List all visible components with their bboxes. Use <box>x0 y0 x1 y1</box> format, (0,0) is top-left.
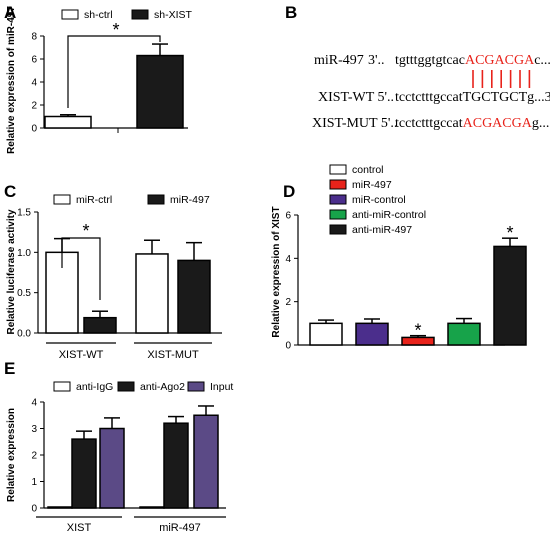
panel-a-legend-sh-ctrl-swatch <box>61 9 79 20</box>
panel-d-significance-star-2: * <box>506 223 513 243</box>
panel-d-y-tick-label: 2 <box>285 297 291 308</box>
panel-e-legend-input-swatch <box>187 381 205 392</box>
panel-e-legend-anti-ago2-swatch <box>117 381 135 392</box>
xist-mut-sequence: tcctctttgccatACGACGAg...3' <box>395 116 550 131</box>
mir-497-seq-tail: c...5' <box>534 53 550 68</box>
panel-d-y-label: Relative expression of XIST <box>271 206 282 337</box>
panel-a-legend-sh-xist-swatch <box>131 9 149 20</box>
panel-a-y-label: Relative expression of miR-497 <box>6 6 17 154</box>
xist-wt-sequence: tcctctttgccatTGCTGCTg...3' <box>395 90 550 105</box>
panel-label-e: E <box>4 359 15 378</box>
panel-a-y-tick-label: 4 <box>31 78 37 89</box>
panel-d-legend-control-label: control <box>352 164 384 176</box>
panel-d-y-tick-label: 6 <box>285 211 291 222</box>
xist-mut-label: XIST-MUT 5'.. <box>312 116 397 131</box>
panel-d-legend-anti-mir-497-swatch <box>329 224 347 235</box>
panel-e-group-label-1: XIST <box>67 522 92 534</box>
panel-a-y-tick-label: 8 <box>31 32 37 43</box>
xist-mut-seq-tail: g...3' <box>532 116 550 131</box>
panel-c-legend-mir-497-swatch <box>147 194 165 205</box>
panel-d-legend-mir-497-label: miR-497 <box>352 179 392 191</box>
panel-c-legend-mir-ctrl-label: miR-ctrl <box>76 194 112 206</box>
panel-d-legend-anti-mir-497-label: anti-miR-497 <box>352 224 412 236</box>
panel-e-legend-anti-igg-label: anti-IgG <box>76 381 113 393</box>
panel-c-group-label-1: XIST-WT <box>59 349 104 361</box>
panel-e-bar-anti-igg-1 <box>47 506 73 509</box>
panel-c-y-tick-label: 1.5 <box>17 208 31 219</box>
panel-e-y-tick-label: 4 <box>31 398 37 409</box>
panel-e-bar-anti-ago2-2 <box>163 422 189 509</box>
panel-d-y-tick-label: 0 <box>285 341 291 352</box>
xist-wt-seq-tail: TGCTGCTg...3' <box>463 90 550 105</box>
panel-a-bar-2 <box>136 54 184 129</box>
panel-a-significance-bracket <box>67 35 161 108</box>
panel-a-legend-sh-ctrl-label: sh-ctrl <box>84 9 113 21</box>
panel-c-y-tick-label: 0.5 <box>17 288 31 299</box>
panel-e-bar-input-2 <box>193 414 219 509</box>
panel-c-bar-mir-497-2 <box>177 259 211 334</box>
panel-e-y-label: Relative expression <box>6 408 17 502</box>
panel-d-bar-mir-497 <box>355 322 389 346</box>
xist-wt-seq-black: tcctctttgccat <box>395 90 463 105</box>
panel-e-legend-anti-ago2-label: anti-Ago2 <box>140 381 185 393</box>
panel-d-legend-mir-497-swatch <box>329 179 347 190</box>
panel-d-legend-anti-mir-control-swatch <box>329 209 347 220</box>
panel-d-legend-anti-mir-control-label: anti-miR-control <box>352 209 426 221</box>
panel-a-y-tick-label: 6 <box>31 55 37 66</box>
mir-497-seq-black: tgtttggtgtcac <box>395 53 465 68</box>
mir-497-sequence: tgtttggtgtcacACGACGAc...5' <box>395 53 550 68</box>
panel-e-bar-anti-igg-2 <box>139 506 165 509</box>
panel-d-legend-mir-control-label: miR-control <box>352 194 406 206</box>
panel-e-bar-anti-ago2-1 <box>71 438 97 509</box>
panel-d-significance-star-1: * <box>414 321 421 341</box>
mir-497-seed-red: ACGACGA <box>465 53 535 68</box>
panel-e-bar-input-1 <box>99 427 125 509</box>
panel-a-y-tick-label: 2 <box>31 101 37 112</box>
panel-c-y-label: Relative luciferase activity <box>6 209 17 335</box>
xist-mut-mutated-red: ACGACGA <box>463 116 533 131</box>
panel-e-y-tick-label: 2 <box>31 451 37 462</box>
panel-d-legend-control-swatch <box>329 164 347 175</box>
panel-d-y-tick-label: 4 <box>285 254 291 265</box>
panel-e-group-label-2: miR-497 <box>159 522 201 534</box>
panel-label-a: A <box>4 3 16 22</box>
mir-497-label: miR-497 <box>314 53 364 68</box>
panel-label-c: C <box>4 182 16 201</box>
panel-c-y-tick-label: 0.0 <box>17 329 31 340</box>
panel-label-d: D <box>283 182 295 201</box>
panel-d-legend-mir-control-swatch <box>329 194 347 205</box>
panel-d-bar-anti-mir-497 <box>493 245 527 346</box>
panel-c-significance-star: * <box>82 221 89 241</box>
panel-label-b: B <box>285 3 297 22</box>
panel-e-y-tick-label: 3 <box>31 424 37 435</box>
panel-c-bar-mir-ctrl-2 <box>135 253 169 334</box>
panel-c-legend-mir-497-label: miR-497 <box>170 194 210 206</box>
panel-e-y-tick-label: 0 <box>31 504 37 515</box>
panel-a-y-tick-label: 0 <box>31 124 37 135</box>
panel-c-y-tick-label: 1.0 <box>17 248 31 259</box>
panel-a-legend-sh-xist-label: sh-XIST <box>154 9 193 21</box>
panel-c-bar-mir-497-1 <box>83 316 117 334</box>
panel-c-significance-bracket <box>61 237 101 300</box>
panel-d-bar-anti-mir-control <box>447 322 481 346</box>
panel-d-bar-control <box>309 322 343 346</box>
panel-c-legend-mir-ctrl-swatch <box>53 194 71 205</box>
panel-e-y-tick-label: 1 <box>31 477 37 488</box>
panel-a-significance-star: * <box>112 20 119 40</box>
panel-e-legend-input-label: Input <box>210 381 233 393</box>
panel-e-legend-anti-igg-swatch <box>53 381 71 392</box>
xist-wt-label: XIST-WT 5'.. <box>318 90 394 105</box>
xist-mut-seq-black: tcctctttgccat <box>395 116 463 131</box>
panel-c-group-label-2: XIST-MUT <box>147 349 199 361</box>
mir-497-prefix: 3'.. <box>368 53 385 68</box>
panel-a-bar-1 <box>44 115 92 129</box>
